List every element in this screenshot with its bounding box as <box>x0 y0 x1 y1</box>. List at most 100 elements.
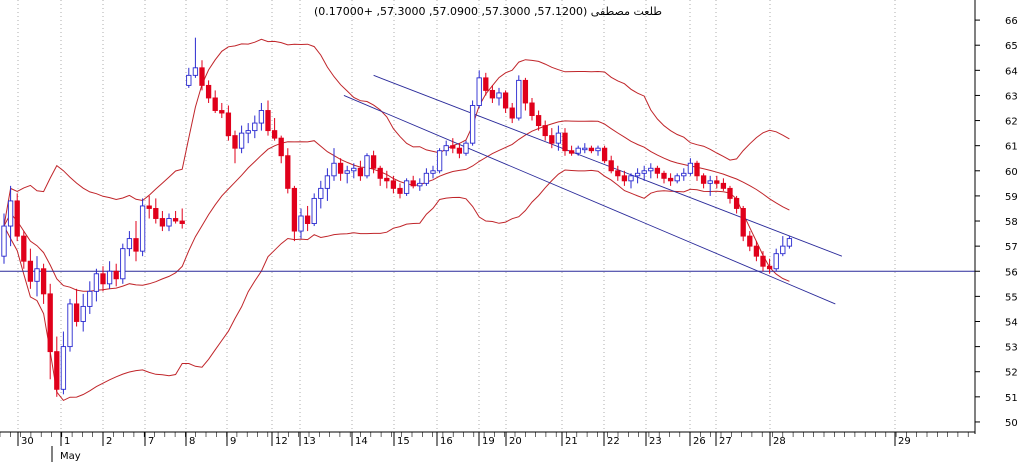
candle-body <box>291 187 298 232</box>
y-tick-label: 64 <box>1005 66 1018 77</box>
candle-body <box>700 175 707 184</box>
x-tick-label: 19 <box>482 436 495 447</box>
candlesticks <box>1 37 793 397</box>
candle-body <box>707 180 713 184</box>
candle-body <box>694 162 700 177</box>
candle-body <box>232 135 238 149</box>
trend-lines <box>0 74 975 305</box>
candle-body <box>34 268 40 282</box>
candle-body <box>271 130 278 139</box>
x-tick-label: 27 <box>719 436 732 447</box>
y-tick-label: 58 <box>1005 217 1018 228</box>
candle-body <box>285 155 291 189</box>
y-tick-label: 62 <box>1005 117 1018 128</box>
candle-body <box>720 182 727 189</box>
y-tick-label: 50 <box>1005 418 1018 429</box>
chart-title: طلعت مصطفى (57.1200, 57.3000, 57.0900, 5… <box>314 5 662 18</box>
x-tick-label: 14 <box>355 436 368 447</box>
candle-body <box>87 290 93 307</box>
candle-body <box>476 77 482 106</box>
y-tick-label: 51 <box>1005 393 1018 404</box>
candle-body <box>654 167 661 174</box>
candle-body <box>192 67 199 76</box>
candle-body <box>423 172 430 184</box>
y-tick-label: 59 <box>1005 192 1018 203</box>
candle-body <box>318 187 324 199</box>
y-tick-label: 66 <box>1005 16 1018 27</box>
trend-line <box>373 74 843 257</box>
candle-body <box>60 346 67 390</box>
x-tick-label: 23 <box>649 436 662 447</box>
candle-body <box>186 74 192 86</box>
candle-body <box>47 293 53 353</box>
x-tick-label: 7 <box>148 436 154 447</box>
candle-body <box>133 238 139 252</box>
middle-band <box>3 120 790 292</box>
candle-body <box>258 110 265 124</box>
candle-body <box>628 175 634 182</box>
candle-body <box>265 110 271 132</box>
candle-body <box>483 77 489 91</box>
candle-body <box>443 145 449 152</box>
candle-body <box>535 115 542 127</box>
y-tick-label: 60 <box>1005 167 1018 178</box>
candle-body <box>324 175 331 189</box>
candle-body <box>674 175 680 182</box>
x-tick-label: 1 <box>64 436 70 447</box>
candle-body <box>21 235 27 262</box>
candle-body <box>219 110 225 114</box>
y-tick-label: 61 <box>1005 142 1018 153</box>
candle-body <box>601 147 608 162</box>
candle-body <box>40 268 47 295</box>
candle-body <box>120 248 126 280</box>
x-tick-label: 28 <box>773 436 786 447</box>
candle-body <box>780 245 786 255</box>
candle-body <box>502 92 509 109</box>
candle-body <box>555 132 562 144</box>
candle-body <box>773 253 779 270</box>
candle-body <box>113 270 119 280</box>
x-tick-label: 12 <box>275 436 288 447</box>
candle-body <box>238 132 245 149</box>
candle-body <box>516 79 522 119</box>
candle-body <box>199 67 205 86</box>
candle-body <box>733 197 740 209</box>
x-tick-label: 13 <box>303 436 316 447</box>
candle-body <box>106 270 113 285</box>
candle-body <box>153 208 159 219</box>
candle-body <box>146 205 152 209</box>
upper-band <box>3 38 790 227</box>
candle-body <box>549 135 555 144</box>
x-tick-label: 20 <box>509 436 522 447</box>
candle-body <box>172 218 179 222</box>
candle-body <box>54 351 60 390</box>
candle-body <box>747 235 753 247</box>
candle-body <box>304 215 311 224</box>
y-tick-label: 53 <box>1005 343 1018 354</box>
candle-body <box>27 260 34 282</box>
candle-body <box>568 150 575 154</box>
candle-body <box>681 172 687 177</box>
date-axis: 30 1 2 7 8 9 12 13 14 15 16 19 20 21 22 23 26 27 28 29 <box>0 432 969 462</box>
candle-body <box>648 167 654 172</box>
candle-body <box>225 112 232 137</box>
y-tick-label: 52 <box>1005 368 1018 379</box>
candle-body <box>344 170 350 174</box>
price-axis: 50 51 52 53 54 55 56 57 58 59 60 61 62 63 64 65 66 <box>0 0 1018 434</box>
candle-body <box>766 265 773 270</box>
candle-body <box>417 182 423 187</box>
candle-body <box>403 180 410 194</box>
candle-body <box>351 167 357 172</box>
x-tick-label: 22 <box>607 436 620 447</box>
candle-body <box>252 122 258 132</box>
candle-body <box>410 180 416 187</box>
y-tick-label: 57 <box>1005 242 1018 253</box>
candle-body <box>450 145 456 149</box>
candle-body <box>179 220 185 224</box>
candle-body <box>588 147 595 152</box>
candle-body <box>205 84 212 99</box>
candle-body <box>1 225 7 257</box>
candle-body <box>126 238 133 250</box>
candle-body <box>522 79 529 104</box>
candle-body <box>687 162 694 174</box>
